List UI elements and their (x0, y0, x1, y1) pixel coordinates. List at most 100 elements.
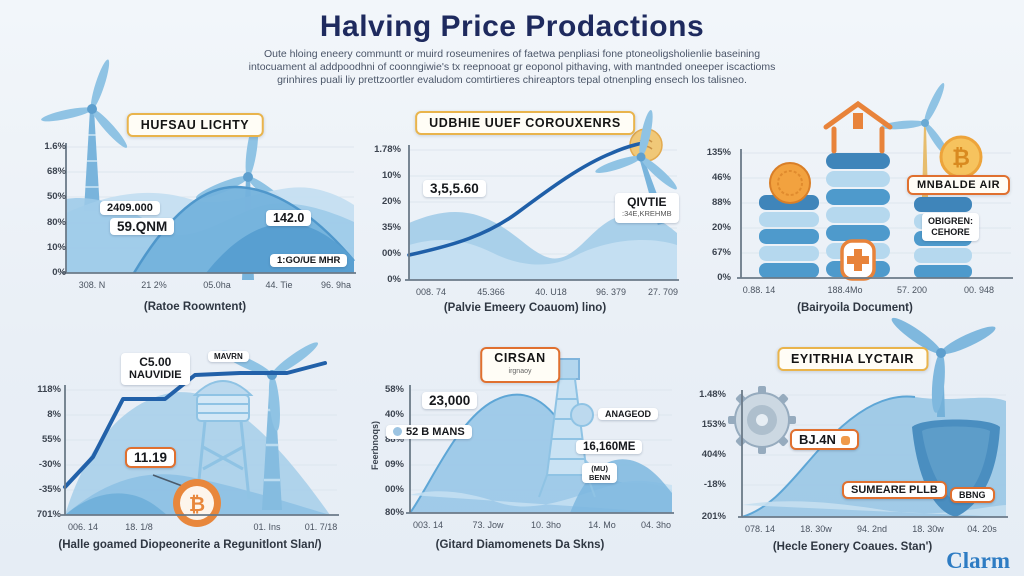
x-axis-tick-label: 008. 74 (415, 287, 447, 297)
y-axis-tick-label: 10% (381, 170, 401, 181)
x-axis-tick-label: 96. 379 (595, 287, 627, 297)
x-axis-tick-label: 05.0ha (203, 280, 231, 290)
x-axis-tick-label: 94. 2nd (856, 524, 888, 534)
y-axis-tick-label: -18% (703, 479, 726, 490)
x-axis-tick-label: 188.4Mo (827, 285, 863, 295)
y-axis-tick-label: 201% (701, 511, 726, 522)
shield-icon (840, 239, 876, 281)
line-area-chart-illustration (405, 110, 679, 281)
data-label: ANAGEOD (598, 408, 659, 420)
x-axis-tick-label: 44. Tie (265, 280, 293, 290)
y-axis-tick-label: 88% (711, 197, 731, 208)
y-axis-tick-label: 8% (47, 409, 61, 420)
panel-caption: (Bairyoila Document) (797, 302, 913, 314)
x-axis-tick-label: 003. 14 (412, 520, 444, 530)
panel-mnbalde-air: ₿ MNBALDE AIR OBIGREN: CEHORE 135% 46% 8… (695, 83, 1015, 330)
data-label-line: :34E,KREHMB (622, 209, 672, 218)
data-label: 142.0 (266, 210, 312, 226)
y-axis-tick-label: 0% (52, 267, 66, 278)
y-axis-tick-label: 00% (381, 248, 401, 259)
data-label-line: C5.00 (139, 355, 172, 369)
data-label: C5.00 NAUVIDIE (121, 353, 190, 385)
y-axis-tick-label: 58% (384, 384, 404, 395)
y-axis-tick-label: 20% (711, 222, 731, 233)
y-axis-tick-label: 1.6% (44, 141, 66, 152)
x-axis-tick-label: 27. 709 (647, 287, 679, 297)
area-chart-illustration (406, 358, 674, 514)
coin-stack-bar (759, 195, 819, 278)
y-axis-tick-label: 50% (46, 191, 66, 202)
y-axis-tick-label: 09% (384, 459, 404, 470)
subtitle-line-2: intocuament al addpoodhni of coonngiwie'… (248, 61, 776, 73)
y-axis-tick-label: 404% (701, 449, 726, 460)
watermark: Clarm (946, 548, 1010, 573)
y-axis-tick-label: 68% (46, 166, 66, 177)
panel-hufsau-lichty: HUFSAU LICHTY 1.6% 68% 50% 80% 10% 0% 30… (30, 59, 360, 330)
wind-turbine-icon (891, 317, 996, 417)
data-label-text: BJ.4N (799, 432, 836, 447)
water-tower-icon (192, 380, 254, 500)
data-label: MAVRN (208, 351, 249, 362)
gear-icon (728, 386, 796, 454)
house-icon (823, 100, 893, 154)
x-axis-tick-label: 006. 14 (67, 522, 99, 532)
y-axis-tick-label: 40% (384, 409, 404, 420)
x-axis-tick-label: 04. 20s (967, 524, 997, 534)
x-axis-tick-label: 18. 1/8 (125, 522, 153, 532)
data-label: 59.QNM (110, 218, 175, 235)
x-axis-tick-label: 14. Mo (588, 520, 616, 530)
bar-chart-illustration: ₿ (737, 83, 1013, 281)
y-axis-tick-label: -35% (38, 484, 61, 495)
y-axis-tick-label: 0% (387, 274, 401, 285)
svg-text:₿: ₿ (952, 146, 970, 171)
data-label-line: QIVTIE (627, 195, 667, 209)
data-label: QIVTIE :34E,KREHMB (615, 193, 679, 223)
data-label-line: NAUVIDIE (129, 369, 182, 381)
coin-icon (769, 162, 811, 204)
y-axis-tick-label: 1.48% (699, 389, 726, 400)
y-axis-tick-label: 35% (381, 222, 401, 233)
x-axis-tick-label: 10. 3ho (530, 520, 562, 530)
panel-badge: HUFSAU LICHTY (126, 113, 264, 137)
y-axis-tick-label: -30% (38, 459, 61, 470)
y-axis-tick-label: 135% (706, 147, 731, 158)
y-axis-tick-label: 80% (46, 217, 66, 228)
subtitle-line-1: Oute hloing eneery communtt or muird ros… (263, 48, 761, 60)
data-label: OBIGREN: CEHORE (922, 213, 979, 241)
marker-icon (840, 436, 850, 445)
data-label: (MU) BENN (582, 463, 618, 483)
x-axis-tick-label: 18. 30w (912, 524, 944, 534)
dot-icon (393, 427, 402, 436)
x-axis-tick-label: 078. 14 (744, 524, 776, 534)
panel-cirsan: CIRSAN irgnaoy Feerbnoqs) 58% 40% 88% 09… (360, 335, 680, 560)
y-axis-tick-label: 153% (701, 419, 726, 430)
data-label: 2409.000 (100, 201, 160, 215)
wind-turbine-icon (41, 59, 128, 211)
data-label: 1:GO/UE MHR (270, 254, 348, 267)
panel-badge-subtitle: irgnaoy (508, 368, 532, 375)
subtitle-line-3: grinhires puali liy prettzoortler evalud… (277, 74, 747, 86)
x-axis-tick-label: 96. 9ha (320, 280, 352, 290)
panel-badge: CIRSAN irgnaoy (480, 347, 560, 383)
data-label: 3,5,5.60 (423, 180, 486, 197)
y-axis-tick-label: 55% (41, 434, 61, 445)
data-label: 23,000 (422, 392, 478, 409)
blob-icon (570, 403, 594, 427)
panel-udbhie-corouxenrs: UDBHIE UUEF COROUXENRS 1.78% 10% 20% 35%… (365, 95, 685, 330)
y-axis-tick-label: 67% (711, 247, 731, 258)
x-axis-tick-label: 00. 948 (963, 285, 995, 295)
data-label: 11.19 (125, 447, 177, 468)
page-title: Halving Price Prodactions (319, 10, 705, 43)
panel-eyitrhia-lyctair: EYITRHIA LYCTAIR 1.48% 153% 404% -18% 20… (690, 317, 1015, 560)
x-axis-tick-label: 18. 30w (800, 524, 832, 534)
data-label: BBNG (950, 487, 995, 503)
x-axis-tick-label: 308. N (78, 280, 106, 290)
x-axis-tick-label: 21 2% (141, 280, 167, 290)
svg-text:₿: ₿ (189, 492, 205, 516)
data-label-line: (MU) (591, 464, 608, 473)
panel-badge: MNBALDE AIR (907, 175, 1011, 195)
data-label: 16,160ME (576, 440, 643, 454)
data-label: 52 B MANS (386, 425, 472, 439)
x-axis-tick-label: 73. Jow (472, 520, 504, 530)
